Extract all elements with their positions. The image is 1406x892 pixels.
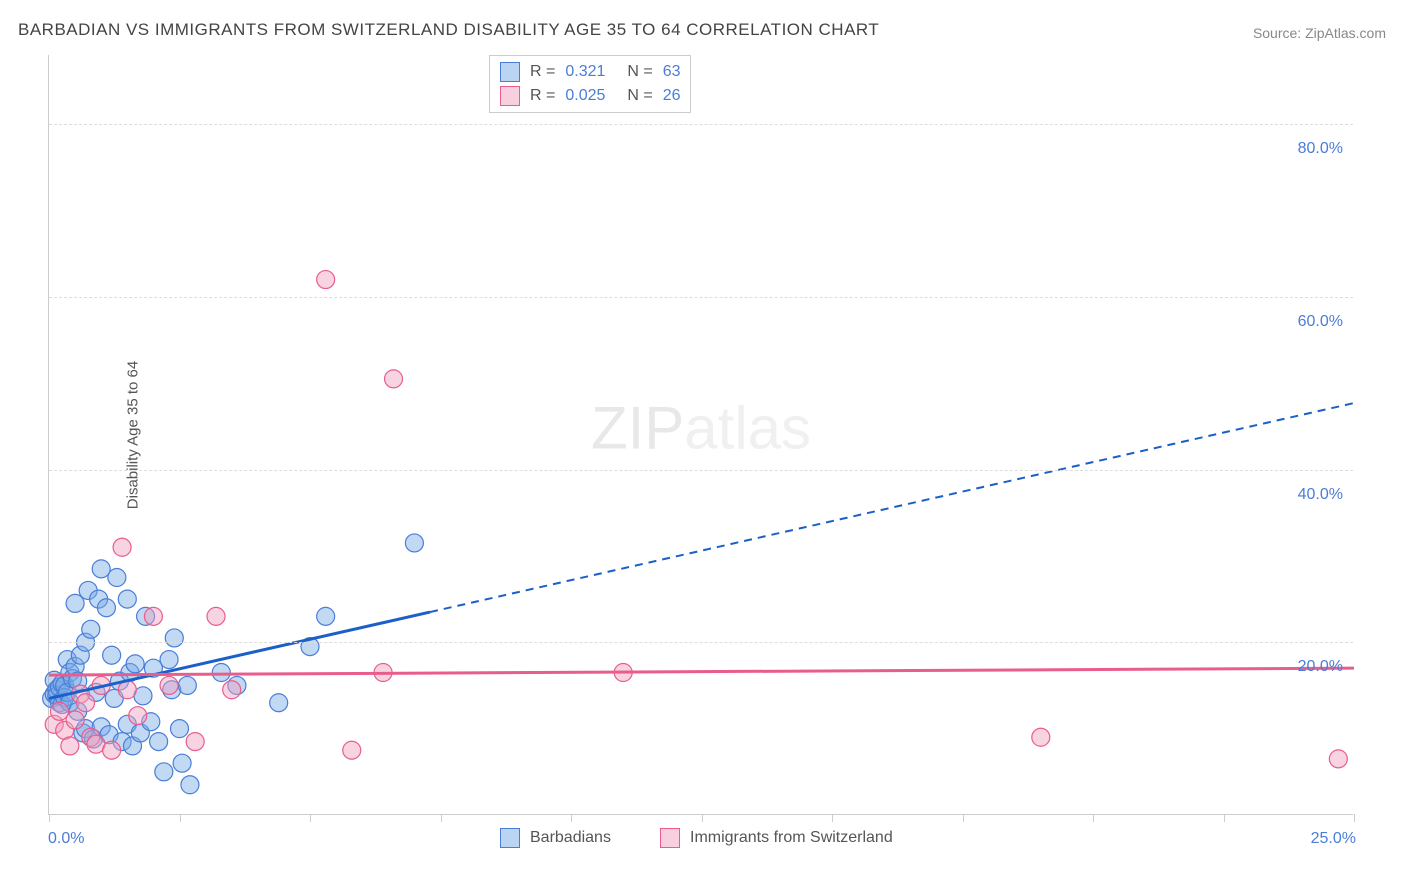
- scatter-point: [173, 754, 191, 772]
- scatter-point: [1032, 728, 1050, 746]
- r-label: R =: [530, 63, 555, 81]
- r-value-blue: 0.321: [565, 63, 617, 81]
- legend-row-blue: R = 0.321 N = 63: [500, 60, 680, 84]
- x-tick-label-max: 25.0%: [1311, 830, 1356, 848]
- y-tick-label: 80.0%: [1298, 140, 1343, 158]
- scatter-point: [343, 741, 361, 759]
- scatter-point: [155, 763, 173, 781]
- gridline-h: [49, 470, 1353, 471]
- x-tick: [702, 814, 703, 822]
- scatter-point: [50, 702, 68, 720]
- x-tick: [963, 814, 964, 822]
- scatter-point: [317, 607, 335, 625]
- scatter-point: [77, 694, 95, 712]
- y-tick-label: 20.0%: [1298, 658, 1343, 676]
- gridline-h: [49, 297, 1353, 298]
- chart-title: BARBADIAN VS IMMIGRANTS FROM SWITZERLAND…: [18, 20, 879, 40]
- x-tick: [49, 814, 50, 822]
- x-tick: [571, 814, 572, 822]
- legend-row-pink: R = 0.025 N = 26: [500, 84, 680, 108]
- x-tick: [832, 814, 833, 822]
- scatter-point: [144, 607, 162, 625]
- gridline-h: [49, 124, 1353, 125]
- n-label: N =: [627, 63, 652, 81]
- scatter-point: [108, 569, 126, 587]
- scatter-point: [82, 620, 100, 638]
- scatter-point: [212, 664, 230, 682]
- y-tick-label: 60.0%: [1298, 313, 1343, 331]
- swatch-blue-icon: [500, 62, 520, 82]
- scatter-point: [171, 720, 189, 738]
- trendline-pink: [49, 668, 1354, 675]
- x-tick: [180, 814, 181, 822]
- scatter-point: [385, 370, 403, 388]
- source-label: Source: ZipAtlas.com: [1253, 25, 1386, 41]
- scatter-point: [129, 707, 147, 725]
- scatter-point: [103, 741, 121, 759]
- swatch-blue-icon: [500, 828, 520, 848]
- scatter-point: [66, 711, 84, 729]
- r-value-pink: 0.025: [565, 87, 617, 105]
- scatter-point: [160, 676, 178, 694]
- scatter-point: [92, 560, 110, 578]
- scatter-point: [186, 733, 204, 751]
- x-tick-label-min: 0.0%: [48, 830, 84, 848]
- scatter-point: [97, 599, 115, 617]
- n-value-pink: 26: [663, 87, 681, 105]
- legend-label-pink: Immigrants from Switzerland: [690, 829, 893, 847]
- y-tick-label: 40.0%: [1298, 486, 1343, 504]
- scatter-point: [150, 733, 168, 751]
- scatter-point: [207, 607, 225, 625]
- scatter-point: [405, 534, 423, 552]
- legend-stats-box: R = 0.321 N = 63 R = 0.025 N = 26: [489, 55, 691, 113]
- legend-label-blue: Barbadians: [530, 829, 611, 847]
- scatter-point: [270, 694, 288, 712]
- scatter-point: [103, 646, 121, 664]
- scatter-point: [165, 629, 183, 647]
- plot-area: Disability Age 35 to 64 ZIPatlas R = 0.3…: [48, 55, 1353, 815]
- x-tick: [441, 814, 442, 822]
- x-tick: [1354, 814, 1355, 822]
- scatter-point: [126, 655, 144, 673]
- scatter-point: [223, 681, 241, 699]
- x-tick: [310, 814, 311, 822]
- x-tick: [1224, 814, 1225, 822]
- gridline-h: [49, 642, 1353, 643]
- legend-bottom-pink: Immigrants from Switzerland: [660, 828, 893, 848]
- x-tick: [1093, 814, 1094, 822]
- scatter-point: [1329, 750, 1347, 768]
- swatch-pink-icon: [660, 828, 680, 848]
- r-label: R =: [530, 87, 555, 105]
- scatter-point: [61, 737, 79, 755]
- scatter-point: [113, 538, 131, 556]
- n-label: N =: [627, 87, 652, 105]
- n-value-blue: 63: [663, 63, 681, 81]
- trendline-blue-dashed: [430, 403, 1354, 612]
- scatter-point: [178, 676, 196, 694]
- scatter-point: [160, 651, 178, 669]
- swatch-pink-icon: [500, 86, 520, 106]
- scatter-point: [181, 776, 199, 794]
- scatter-point: [317, 271, 335, 289]
- scatter-point: [118, 590, 136, 608]
- legend-bottom-blue: Barbadians: [500, 828, 611, 848]
- chart-svg: [49, 55, 1353, 814]
